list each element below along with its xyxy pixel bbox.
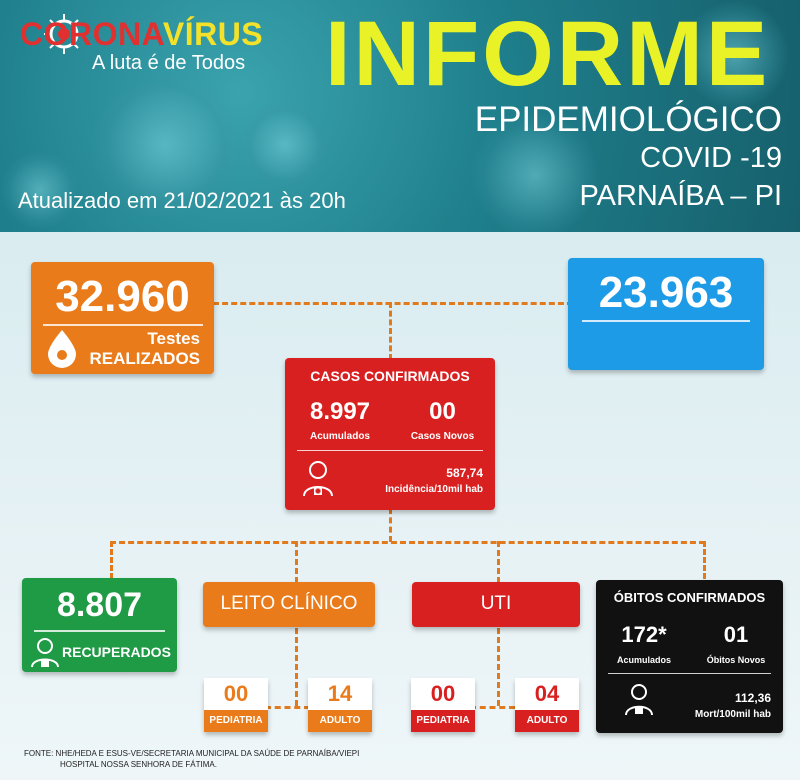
- divider: [608, 673, 771, 674]
- connector-line: [295, 541, 298, 583]
- subtitle-location: PARNAÍBA – PI: [579, 180, 782, 212]
- deaths-accumulated-value: 172*: [621, 622, 667, 647]
- uti-pediatria-label: PEDIATRIA: [411, 710, 475, 732]
- confirmed-new-label: Casos Novos: [410, 431, 475, 442]
- leito-adulto-label: ADULTO: [308, 710, 372, 732]
- virus-icon: [44, 14, 84, 54]
- connector-line: [110, 541, 113, 579]
- source-footer-line2: HOSPITAL NOSSA SENHORA DE FÁTIMA.: [60, 760, 217, 769]
- divider: [34, 630, 165, 632]
- logo-tagline: A luta é de Todos: [92, 52, 246, 74]
- uti-card: UTI: [412, 582, 580, 627]
- logo-text-corona: CORONA: [20, 16, 163, 52]
- deaths-title: ÓBITOS CONFIRMADOS: [613, 590, 766, 605]
- deaths-new-label: Óbitos Novos: [706, 655, 766, 665]
- uti-adulto-value: 04: [515, 678, 579, 710]
- confirmed-accumulated-label: Acumulados: [309, 431, 370, 442]
- leito-clinico-title: LEITO CLÍNICO: [220, 593, 358, 614]
- deaths-card: ÓBITOS CONFIRMADOS 172* Acumulados 01 Ób…: [596, 580, 783, 733]
- deaths-new-value: 01: [723, 622, 749, 647]
- blood-drop-icon: [48, 330, 76, 368]
- virus-decoration: [680, 0, 790, 110]
- connector-line: [213, 302, 573, 305]
- doctor-icon: [31, 638, 59, 668]
- subtitle-epidemiologico: EPIDEMIOLÓGICO: [474, 100, 782, 139]
- source-footer-line1: FONTE: NHE/HEDA E ESUS-VE/SECRETARIA MUN…: [24, 749, 360, 758]
- doctor-icon: [303, 461, 333, 497]
- virus-decoration: [90, 70, 240, 220]
- leito-adulto-value: 14: [308, 678, 372, 710]
- logo-text-virus: VÍRUS: [162, 16, 264, 52]
- incidence-label: Incidência/10mil hab: [385, 484, 483, 495]
- doctor-icon: [625, 684, 653, 716]
- divider: [297, 450, 483, 451]
- connector-line: [703, 541, 706, 579]
- leito-pediatria-value: 00: [204, 678, 268, 710]
- virus-decoration: [470, 110, 600, 232]
- tests-value: 32.960: [55, 272, 190, 321]
- recovered-label: RECUPERADOS: [62, 644, 171, 660]
- connector-line: [497, 628, 500, 706]
- virus-decoration: [240, 100, 330, 190]
- deaths-accumulated-label: Acumulados: [616, 655, 671, 665]
- confirmed-accumulated-value: 8.997: [309, 398, 371, 425]
- incidence-value: 587,74: [446, 466, 483, 480]
- leito-pediatria-label: PEDIATRIA: [204, 710, 268, 732]
- subtitle-covid: COVID -19: [640, 142, 782, 174]
- leito-clinico-card: LEITO CLÍNICO: [203, 582, 375, 627]
- tests-card: 32.960 Testes REALIZADOS: [31, 262, 214, 374]
- confirmed-new-value: 00: [429, 398, 456, 425]
- tests-label-line2: REALIZADOS: [89, 349, 201, 368]
- leito-adulto-card: 14 ADULTO: [308, 678, 372, 732]
- mortality-value: 112,36: [734, 691, 771, 705]
- uti-pediatria-value: 00: [411, 678, 475, 710]
- connector-line: [497, 541, 500, 583]
- header-banner: CORONAVÍRUS A luta é de Todos INFORME EP…: [0, 0, 800, 232]
- confirmed-title: CASOS CONFIRMADOS: [310, 368, 470, 384]
- recovered-value: 8.807: [56, 586, 143, 624]
- divider: [582, 320, 750, 322]
- leito-pediatria-card: 00 PEDIATRIA: [204, 678, 268, 732]
- tests-label-line1: Testes: [147, 329, 200, 348]
- page-title: INFORME: [325, 3, 771, 105]
- blue-card-value: 23.963: [598, 268, 734, 317]
- uti-adulto-label: ADULTO: [515, 710, 579, 732]
- blue-card: 23.963: [568, 258, 764, 370]
- logo-text: CORONAVÍRUS: [20, 16, 263, 53]
- connector-line: [389, 508, 392, 542]
- connector-line: [295, 628, 298, 706]
- uti-pediatria-card: 00 PEDIATRIA: [411, 678, 475, 732]
- updated-timestamp: Atualizado em 21/02/2021 às 20h: [18, 188, 346, 213]
- connector-line: [470, 706, 515, 709]
- uti-adulto-card: 04 ADULTO: [515, 678, 579, 732]
- recovered-card: 8.807 RECUPERADOS: [22, 578, 177, 672]
- connector-line: [110, 541, 705, 544]
- virus-decoration: [0, 150, 80, 230]
- uti-title: UTI: [480, 593, 512, 614]
- divider: [43, 324, 203, 326]
- connector-line: [265, 706, 310, 709]
- confirmed-cases-card: CASOS CONFIRMADOS 8.997 Acumulados 00 Ca…: [285, 358, 495, 510]
- connector-line: [389, 302, 392, 360]
- mortality-label: Mort/100mil hab: [694, 709, 771, 720]
